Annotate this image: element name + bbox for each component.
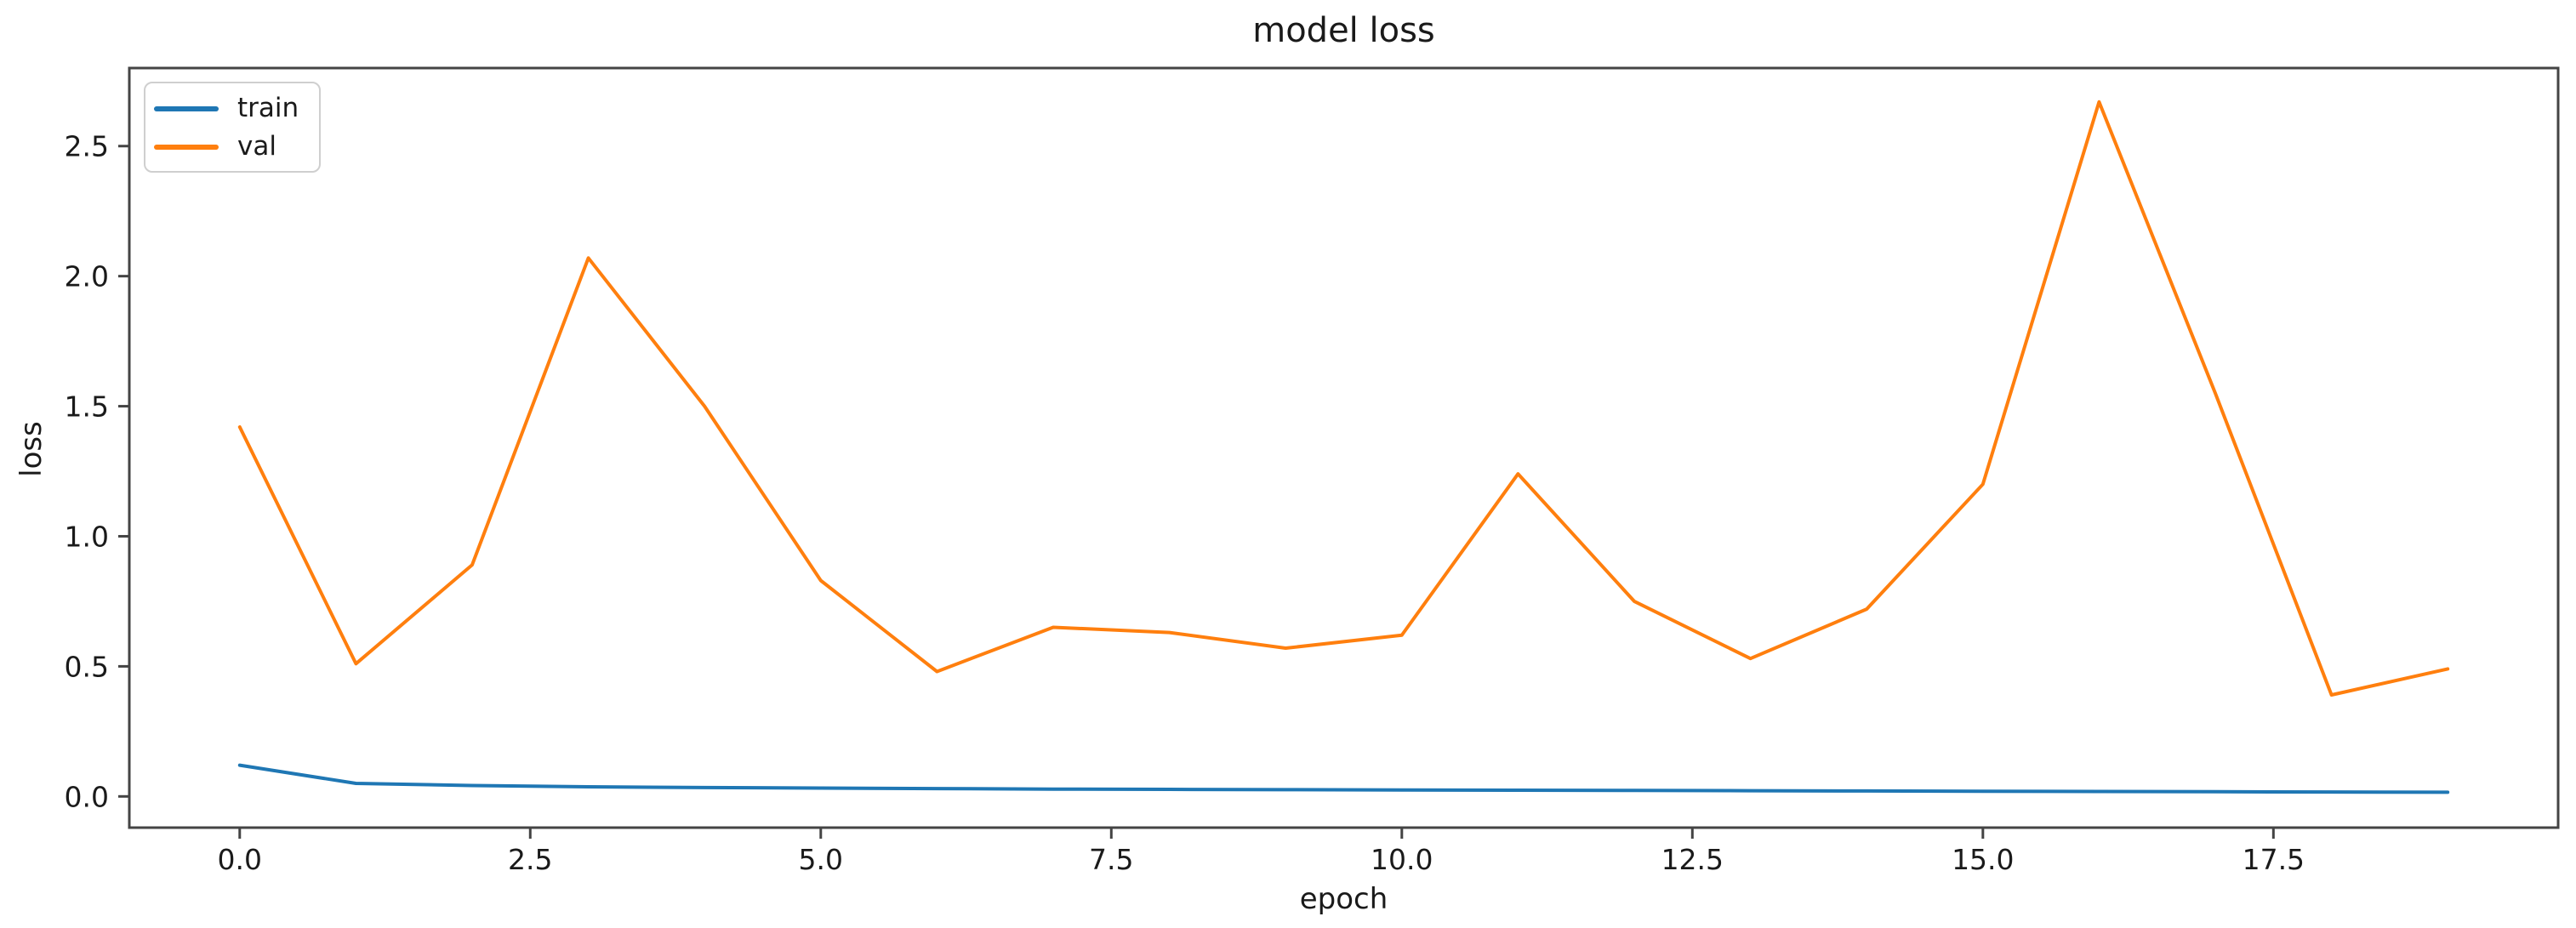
y-tick-label: 0.0: [65, 780, 109, 813]
x-tick-label: 5.0: [799, 843, 843, 876]
x-tick-label: 0.0: [218, 843, 262, 876]
legend-item-train: train: [154, 89, 319, 128]
x-axis-label: epoch: [1299, 882, 1388, 916]
x-tick-label: 12.5: [1661, 843, 1724, 876]
legend: train val: [144, 82, 321, 173]
chart-title: model loss: [1252, 11, 1435, 50]
y-tick-label: 1.5: [65, 390, 109, 424]
x-tick-label: 17.5: [2243, 843, 2305, 876]
y-tick-label: 0.5: [65, 650, 109, 683]
plot-border: [128, 66, 2560, 829]
x-tick-label: 15.0: [1952, 843, 2014, 876]
y-tick-label: 2.0: [65, 260, 109, 293]
x-tick-label: 10.0: [1371, 843, 1433, 876]
val-line: [237, 100, 2450, 697]
train-line: [237, 763, 2450, 794]
legend-label-val: val: [237, 131, 276, 162]
train-line-swatch: [154, 105, 219, 111]
legend-item-val: val: [154, 128, 319, 166]
y-tick-label: 2.5: [65, 130, 109, 163]
legend-label-train: train: [237, 93, 299, 123]
y-tick-label: 1.0: [65, 520, 109, 553]
x-tick-label: 2.5: [508, 843, 552, 876]
x-tick-label: 7.5: [1089, 843, 1133, 876]
y-axis-label: loss: [14, 421, 48, 477]
val-line-swatch: [154, 144, 219, 150]
